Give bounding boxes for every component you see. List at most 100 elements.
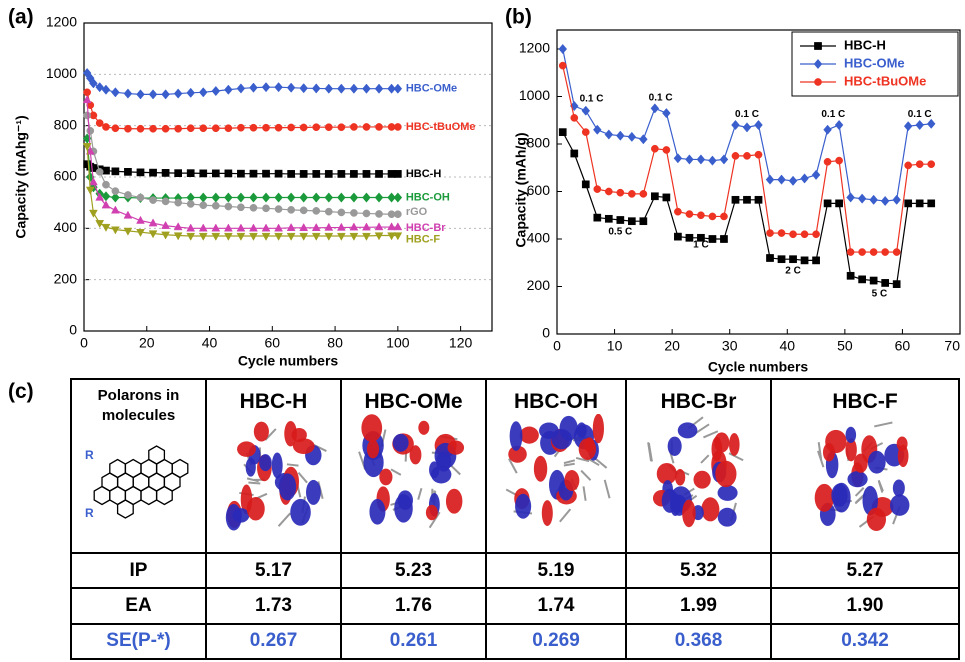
marker xyxy=(337,84,345,93)
polaron-table: Polarons in molecules RR HBC-H HBC-OMe H… xyxy=(70,378,960,660)
marker xyxy=(375,123,382,130)
ring xyxy=(141,487,157,505)
marker xyxy=(149,197,156,204)
marker xyxy=(300,224,308,231)
annotation: 2 C xyxy=(785,266,801,277)
y-tick-label: 400 xyxy=(54,219,78,235)
y-tick-label: 1200 xyxy=(46,14,77,30)
marker xyxy=(212,233,220,240)
marker xyxy=(394,211,401,218)
marker xyxy=(124,89,132,98)
annotation: 0.1 C xyxy=(580,94,604,105)
orbital xyxy=(640,414,758,532)
marker xyxy=(312,84,320,93)
marker xyxy=(275,170,282,177)
marker xyxy=(224,85,232,94)
marker xyxy=(350,84,358,93)
orbital-lobe xyxy=(717,508,736,527)
bond xyxy=(418,488,421,499)
marker xyxy=(187,170,194,177)
orbital-lobe xyxy=(564,470,579,491)
marker xyxy=(732,152,739,159)
x-tick-label: 20 xyxy=(139,335,155,351)
marker xyxy=(124,191,131,198)
marker xyxy=(686,234,693,241)
header-text: HBC-OMe xyxy=(342,390,485,414)
marker xyxy=(313,124,320,131)
marker xyxy=(766,175,774,184)
bond xyxy=(819,442,822,460)
marker xyxy=(789,231,796,238)
x-tick-label: 30 xyxy=(722,338,738,354)
marker xyxy=(617,216,624,223)
marker xyxy=(363,210,370,217)
orbital-lobe xyxy=(551,429,572,449)
marker xyxy=(582,181,589,188)
orbital-lobe xyxy=(667,437,681,456)
x-tick-label: 0 xyxy=(80,335,88,351)
orbital-lobe xyxy=(897,436,908,451)
bond xyxy=(564,464,575,466)
marker xyxy=(237,170,244,177)
marker xyxy=(651,104,659,113)
marker xyxy=(720,155,728,164)
marker xyxy=(870,248,877,255)
marker xyxy=(916,200,923,207)
table-cell: 5.32 xyxy=(626,553,771,588)
header-cell: HBC-OH xyxy=(486,379,626,553)
marker xyxy=(824,158,831,165)
bond xyxy=(581,471,590,481)
marker xyxy=(928,200,935,207)
marker xyxy=(732,196,739,203)
marker xyxy=(812,231,819,238)
marker xyxy=(824,125,832,134)
marker xyxy=(225,203,232,210)
marker xyxy=(337,233,345,240)
marker xyxy=(300,170,307,177)
table-cell: 5.27 xyxy=(771,553,959,588)
marker xyxy=(363,123,370,130)
ring xyxy=(94,487,110,505)
orbital-lobe xyxy=(253,422,268,442)
y-tick-label: 400 xyxy=(527,230,551,246)
marker xyxy=(84,89,91,96)
y-tick-label: 1000 xyxy=(519,87,550,103)
table-row: IP5.175.235.195.325.27 xyxy=(71,553,959,588)
marker xyxy=(905,162,912,169)
marker xyxy=(824,200,831,207)
table-cell: 0.342 xyxy=(771,624,959,659)
marker xyxy=(582,106,590,115)
series-line xyxy=(87,146,398,236)
marker xyxy=(162,198,169,205)
marker xyxy=(350,233,358,240)
orbital-lobe xyxy=(447,441,464,455)
header-cell: Polarons in molecules RR xyxy=(71,379,206,553)
marker xyxy=(847,193,855,202)
panel-label: (c) xyxy=(8,380,34,404)
marker xyxy=(720,235,727,242)
series-line xyxy=(87,92,398,128)
header-text: Polarons in molecules xyxy=(84,386,194,426)
marker xyxy=(394,223,402,230)
table-row: SE(P-*)0.2670.2610.2690.3680.342 xyxy=(71,624,959,659)
marker xyxy=(275,82,283,91)
marker xyxy=(237,124,244,131)
y-tick-label: 0 xyxy=(542,325,550,341)
marker xyxy=(212,193,220,202)
marker xyxy=(789,256,796,263)
marker xyxy=(778,175,786,184)
marker xyxy=(628,132,636,141)
marker xyxy=(149,169,156,176)
orbital-lobe xyxy=(890,494,909,515)
table-cell: 5.17 xyxy=(206,553,341,588)
bond xyxy=(248,483,260,484)
orbital-lobe xyxy=(847,471,867,487)
y-tick-label: 200 xyxy=(54,270,78,286)
marker xyxy=(275,233,283,240)
orbital-lobe xyxy=(711,437,722,462)
y-axis-label: Capacity (mAh/g) xyxy=(513,132,529,247)
orbital-lobe xyxy=(361,414,382,442)
header-cell: HBC-OMe xyxy=(341,379,486,553)
marker xyxy=(187,125,194,132)
y-tick-label: 200 xyxy=(527,277,551,293)
